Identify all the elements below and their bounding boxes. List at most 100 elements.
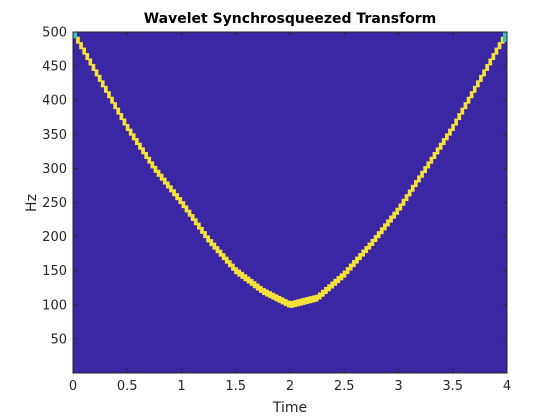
ridge-cell [169,185,173,193]
ridge-cell [302,297,307,305]
ridge-cell [197,222,201,230]
ridge-cell [94,69,99,77]
ridge-cell [122,118,127,126]
ridge-cell [324,286,328,294]
ridge-cell [488,58,493,66]
ridge-cell [190,214,195,222]
ridge-cell [392,211,396,219]
ridge-cell [407,189,412,197]
ridge-cell [265,289,269,297]
ridge-cell [277,295,282,303]
ridge-cell [119,113,124,121]
ridge-cell [218,249,223,257]
ridge-cell [144,152,148,160]
y-tick-label: 350 [42,128,67,143]
ridge-cell [448,128,452,136]
ridge-cell [280,297,285,305]
ridge-cell [88,58,93,66]
x-tick-label: 0 [69,379,77,394]
ridge-cell [383,223,387,231]
ridge-cell [342,270,347,278]
ridge-cell [379,227,384,235]
ridge-cell [128,128,133,136]
y-tick-label: 500 [42,26,67,41]
ridge-cell [479,74,483,82]
ridge-cell [116,107,121,115]
ridge-cell [451,123,455,131]
ridge-cell [361,249,365,257]
ridge-cell [389,215,393,223]
y-axis-label: Hz [24,194,40,212]
ridge-cell [104,85,108,93]
ridge-cell [293,300,297,308]
y-tick-label: 100 [42,298,67,313]
ridge-cell [417,175,421,183]
ridge-cell [420,170,424,178]
ridge-cell [76,36,80,44]
x-tick-label: 1.5 [225,379,246,394]
ridge-cell [376,231,381,239]
ridge-cell [200,226,204,234]
ridge-cell [268,291,272,299]
ridge-cell [252,281,257,289]
ridge-cell [429,156,434,164]
ridge-cell [345,267,350,275]
x-tick-label: 2.5 [334,379,355,394]
ridge-cell [246,276,251,284]
ridge-cell [476,80,480,88]
ridge-cell [147,156,152,164]
ridge-cell [135,138,139,146]
ridge-cell [305,297,310,305]
x-tick-label: 4 [503,379,511,394]
ridge-cell [327,284,331,292]
ridge-cell [497,42,502,50]
ridge-cell [485,63,489,71]
ridge-cell [410,184,415,192]
ridge-series [73,32,508,308]
ridge-cell [262,288,266,296]
ridge-cell [100,80,105,88]
ridge-cell [206,235,210,243]
ridge-cell [131,133,136,141]
ridge-cell [224,256,229,264]
ridge-cell [212,242,217,250]
ridge-cell [85,53,90,61]
edge-artifact-right [503,32,507,42]
ridge-cell [97,74,102,82]
ridge-cell [314,294,319,302]
ridge-cell [463,102,468,110]
ridge-cell [367,242,372,250]
ridge-cell [203,231,207,239]
x-tick-label: 1 [177,379,185,394]
ridge-cell [172,189,176,197]
x-tick-label: 0.5 [117,379,138,394]
chart-title: Wavelet Synchrosqueezed Transform [144,11,437,27]
ridge-cell [423,166,427,174]
ridge-cell [107,91,111,99]
ridge-cell [82,47,86,55]
ridge-cell [150,161,155,169]
ridge-cell [364,246,369,254]
ridge-cell [234,267,238,275]
edge-artifact-left [73,32,77,38]
ridge-cell [454,118,458,126]
ridge-cell [469,91,474,99]
ridge-cell [373,235,378,243]
ridge-cell [237,269,241,277]
y-tick-label: 400 [42,94,67,109]
ridge-cell [352,260,356,268]
ridge-cell [358,253,362,261]
ridge-cell [166,181,170,189]
ridge-cell [299,298,303,306]
ridge-cell [209,239,214,247]
ridge-cell [398,203,403,211]
x-tick-label: 3.5 [442,379,463,394]
ridge-cell [457,113,462,121]
y-tick-label: 300 [42,162,67,177]
ridge-cell [243,274,248,282]
ridge-cell [404,194,409,202]
ridge-cell [221,253,226,261]
ridge-cell [113,102,117,110]
ridge-cell [466,96,471,104]
ridge-cell [336,276,341,284]
